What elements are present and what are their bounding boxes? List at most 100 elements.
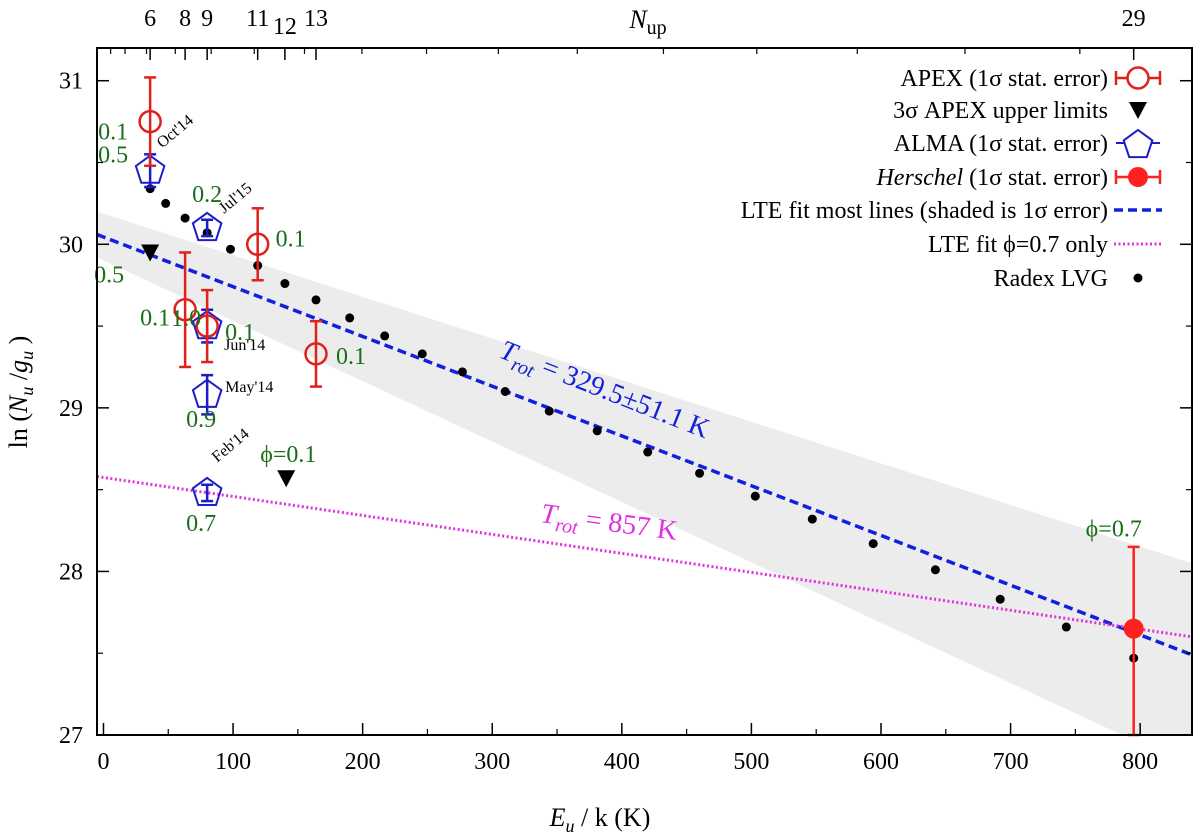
legend-item-3-marker bbox=[1128, 167, 1148, 187]
y-axis-title-suffix: ) bbox=[4, 336, 33, 351]
y-tick-label-4: 31 bbox=[59, 69, 83, 95]
x-tick-label-5: 500 bbox=[733, 749, 769, 775]
y-tick-label-0: 27 bbox=[59, 723, 83, 749]
radex-lvg-point-13 bbox=[544, 406, 554, 416]
lte-fit-error-band bbox=[97, 211, 1192, 735]
alma-date-label-2: Jun'14 bbox=[224, 337, 265, 354]
point-labels-layer: 0.5Oct'140.2Jul'151.0Jun'140.9May'140.7F… bbox=[94, 112, 1142, 543]
upper-limit-label-0: 0.5 bbox=[94, 262, 124, 288]
radex-lvg-point-12 bbox=[500, 387, 510, 396]
radex-lvg-point-20 bbox=[930, 565, 940, 575]
y-axis-title-gsub: u bbox=[17, 351, 37, 360]
top-tick-label-2: 9 bbox=[201, 6, 213, 32]
trot-annotation-phi-0.7-sub: rot bbox=[554, 514, 580, 539]
apex-phi-label-1: 0.1 bbox=[140, 306, 170, 332]
radex-lvg-point-16 bbox=[695, 468, 705, 478]
radex-lvg-point-6 bbox=[280, 279, 290, 289]
radex-lvg-point-10 bbox=[417, 349, 427, 359]
legend-item-1-marker bbox=[1129, 102, 1147, 119]
y-axis-title: ln (Nu /gu ) bbox=[4, 336, 37, 449]
radex-lvg-point-22 bbox=[1061, 622, 1071, 632]
x-tick-label-0: 0 bbox=[97, 749, 109, 775]
upper-limit-label-1: ϕ=0.1 bbox=[260, 442, 316, 468]
radex-lvg-point-2 bbox=[180, 213, 190, 223]
alma-phi-label-3: 0.9 bbox=[186, 407, 216, 433]
top-tick-label-0: 6 bbox=[144, 6, 156, 32]
top-tick-label-6: 29 bbox=[1122, 6, 1146, 32]
radex-lvg-point-11 bbox=[457, 367, 467, 377]
legend-item-6-marker bbox=[1133, 273, 1143, 283]
radex-lvg-point-14 bbox=[592, 426, 602, 436]
y-tick-label-2: 29 bbox=[59, 396, 83, 422]
apex-point-3 bbox=[245, 232, 270, 257]
radex-lvg-point-15 bbox=[643, 447, 653, 457]
legend-item-2-marker bbox=[1122, 128, 1154, 159]
legend-item-2-label: ALMA (1σ stat. error) bbox=[894, 131, 1108, 157]
y-tick-label-1: 28 bbox=[59, 559, 83, 585]
fit-uncertainty-band-layer bbox=[97, 211, 1192, 735]
legend-item-1-label: 3σ APEX upper limits bbox=[893, 98, 1108, 124]
x-tick-label-6: 600 bbox=[863, 749, 899, 775]
legend-item-6-label: Radex LVG bbox=[994, 266, 1108, 292]
herschel-phi-label-0: ϕ=0.7 bbox=[1086, 517, 1142, 543]
y-axis-title-g: g bbox=[4, 360, 33, 373]
y-tick-label-3: 30 bbox=[59, 232, 83, 258]
alma-point-3 bbox=[191, 378, 223, 408]
x-axis-title-sub: u bbox=[566, 816, 575, 836]
radex-lvg-point-9 bbox=[380, 331, 390, 341]
top-tick-label-1: 8 bbox=[179, 6, 191, 32]
legend-item-5-label: LTE fit ϕ=0.7 only bbox=[928, 232, 1108, 258]
x-tick-label-4: 400 bbox=[604, 749, 640, 775]
x-tick-label-7: 700 bbox=[993, 749, 1029, 775]
alma-date-label-3: May'14 bbox=[225, 379, 273, 396]
legend-item-0-label: APEX (1σ stat. error) bbox=[900, 66, 1108, 92]
apex-upper-limit-0 bbox=[141, 244, 160, 262]
alma-phi-label-4: 0.7 bbox=[186, 511, 216, 537]
y-axis-title-prefix: ln ( bbox=[4, 413, 33, 448]
herschel-point-0 bbox=[1123, 618, 1144, 639]
x-axis-title: Eu / k (K) bbox=[549, 803, 651, 836]
radex-lvg-point-4 bbox=[225, 244, 235, 254]
apex-upper-limit-1 bbox=[277, 470, 296, 488]
radex-lvg-point-21 bbox=[995, 594, 1005, 604]
x-tick-label-1: 100 bbox=[215, 749, 251, 775]
alma-phi-label-2: 1.0 bbox=[171, 306, 201, 332]
top-tick-label-5: 13 bbox=[304, 6, 328, 32]
axes-layer: 0 100 200 300 400 500 600 700 800 27 28 29 30 31 6 8 9 11… bbox=[4, 5, 1193, 836]
apex-point-2 bbox=[195, 314, 219, 338]
alma-point-1 bbox=[191, 211, 223, 242]
apex-phi-label-3: 0.1 bbox=[276, 226, 306, 252]
apex-point-0 bbox=[138, 109, 162, 134]
apex-point-4 bbox=[304, 342, 328, 366]
y-axis-title-Nsub: u bbox=[17, 387, 37, 396]
y-axis-title-N: N bbox=[4, 394, 33, 414]
top-axis-title-sub: up bbox=[647, 17, 667, 39]
radex-lvg-point-17 bbox=[750, 491, 760, 501]
radex-lvg-point-19 bbox=[868, 539, 878, 549]
apex-phi-label-0: 0.1 bbox=[98, 120, 128, 146]
apex-point-1 bbox=[173, 297, 197, 322]
top-tick-label-4: 12 bbox=[273, 14, 297, 40]
x-tick-label-2: 200 bbox=[345, 749, 381, 775]
alma-point-0 bbox=[134, 154, 166, 184]
legend-item-4-label: LTE fit most lines (shaded is 1σ error) bbox=[741, 198, 1108, 224]
radex-lvg-point-8 bbox=[345, 313, 355, 323]
radex-lvg-point-18 bbox=[807, 514, 817, 524]
legend-item-3-label-rest: (1σ stat. error) bbox=[963, 165, 1108, 191]
apex-phi-label-2: 0.1 bbox=[225, 320, 255, 346]
x-axis-title-rest: / k (K) bbox=[575, 803, 651, 832]
x-tick-label-3: 300 bbox=[474, 749, 510, 775]
data-points-layer bbox=[134, 76, 1144, 737]
alma-phi-label-0: 0.5 bbox=[98, 143, 128, 169]
alma-point-4 bbox=[191, 476, 223, 506]
alma-phi-label-1: 0.2 bbox=[192, 182, 222, 208]
legend: APEX (1σ stat. error) 3σ APEX upper limit… bbox=[741, 66, 1162, 292]
legend-item-3-label-italic: Herschel bbox=[875, 165, 963, 191]
apex-phi-label-4: 0.1 bbox=[336, 344, 366, 370]
y-axis-title-slash: / bbox=[4, 372, 33, 387]
legend-item-3-label: Herschel (1σ stat. error) bbox=[875, 165, 1108, 191]
plot-frame bbox=[96, 47, 1193, 736]
top-axis-title-N: N bbox=[628, 5, 648, 34]
radex-lvg-point-1 bbox=[161, 198, 171, 208]
